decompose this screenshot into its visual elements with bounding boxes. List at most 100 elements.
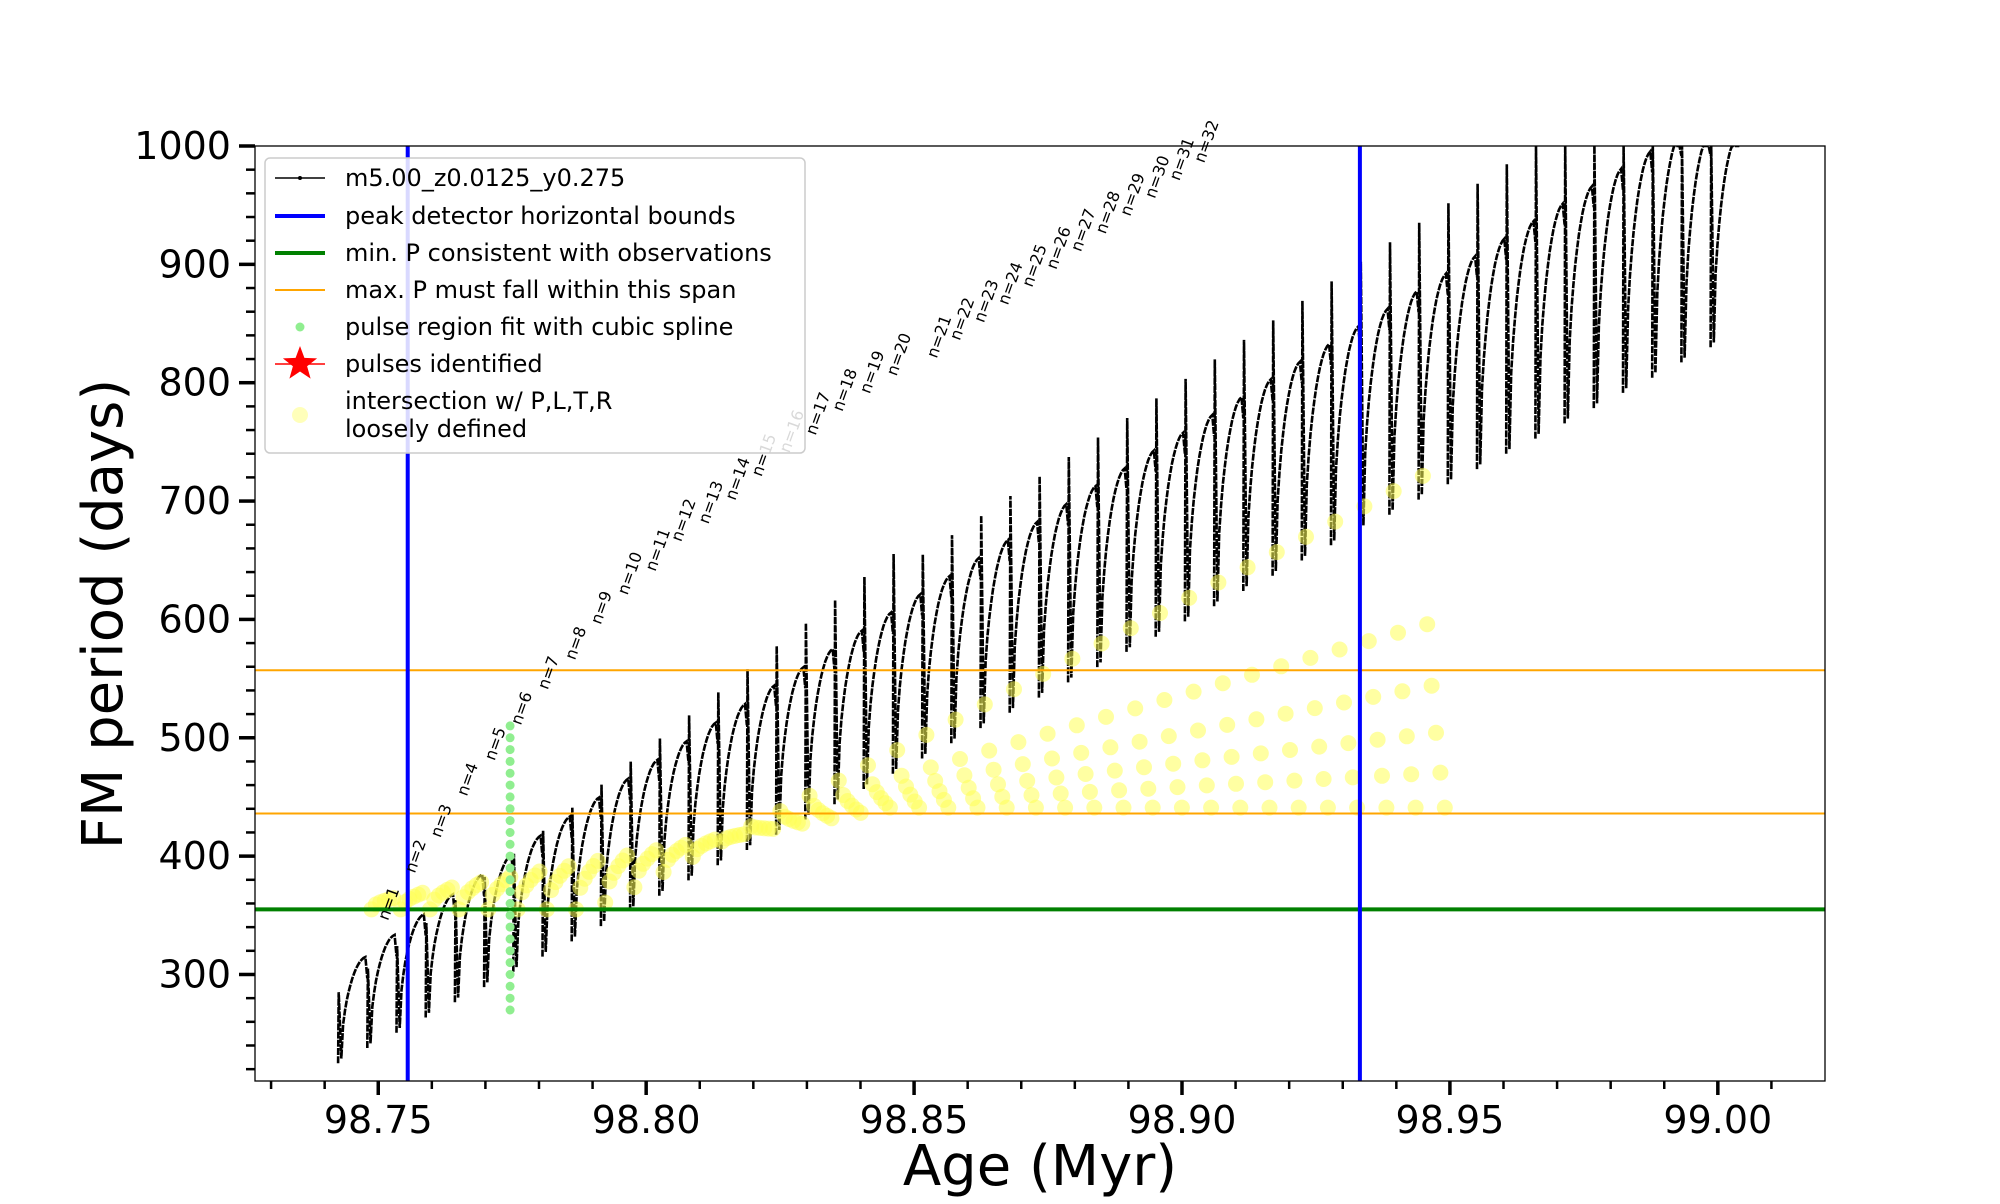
pulse-segment [1358,261,1391,531]
intersection-marker [990,776,1006,793]
intersection-marker [655,864,672,880]
pulse-segment [336,954,369,1064]
intersection-marker [589,852,606,869]
intersection-marker [1185,683,1202,700]
intersection-marker [1010,734,1027,751]
pulse-segment [366,932,398,1049]
intersection-marker [1023,787,1040,804]
pulse-segment [891,553,924,774]
spline-point [505,733,515,743]
legend-label: max. P must fall within this span [345,276,736,304]
y-tick-label: 700 [158,479,231,523]
intersection-marker [1181,589,1198,606]
pulse-segment [1417,222,1450,500]
intersection-marker [1374,767,1390,784]
intersection-marker [1414,467,1431,484]
intersection-marker [1403,766,1420,783]
intersection-marker [1194,752,1211,769]
intersection-marker [1428,724,1444,741]
pulse-segment [979,515,1011,729]
intersection-marker [1144,799,1161,816]
intersection-marker [1064,650,1081,667]
spline-point [505,981,515,991]
intersection-marker [1086,799,1103,816]
intersection-marker [648,842,665,859]
intersection-marker [947,711,964,728]
intersection-marker [1268,544,1285,561]
spline-point [505,993,515,1003]
intersection-marker [918,726,935,743]
intersection-marker [1306,700,1323,717]
intersection-marker [1106,762,1123,779]
spline-point [505,780,515,790]
intersection-marker [1127,700,1144,717]
pulse-segment [1592,146,1625,409]
spline-point [505,922,515,932]
intersection-marker [1390,624,1406,641]
star-icon [282,346,318,379]
intersection-marker [1398,728,1415,745]
intersection-marker [765,820,782,837]
intersection-marker [952,751,968,767]
spline-point [505,721,515,731]
spline-point [505,863,515,873]
spline-point [505,839,515,849]
legend-label: intersection w/ P,L,T,R [345,387,612,415]
x-tick-label: 98.95 [1396,1098,1505,1142]
pulse-segment [1125,417,1157,652]
intersection-marker [911,799,928,816]
axes-layer: 98.75 98.80 98.85 98.90 98.95 99.00 300 400 500 6… [134,124,1773,1142]
pulse-segment [1037,476,1070,698]
intersection-marker [597,894,614,911]
intersection-marker [1214,675,1231,692]
intersection-marker [1019,772,1036,789]
legend-handle-intersection [292,407,308,423]
intersection-marker [1423,677,1440,694]
pulse-segment [1621,146,1654,393]
spline-point [505,1005,515,1015]
spline-point [505,756,515,766]
x-tick-label: 99.00 [1663,1098,1772,1142]
intersection-marker [1160,728,1177,745]
pulse-segment [1242,339,1274,592]
legend-label: m5.00_z0.0125_y0.275 [345,164,625,192]
spline-point [505,804,515,814]
intersection-marker [1198,777,1215,794]
intersection-marker [998,799,1015,816]
intersection-marker [1068,717,1085,734]
legend-box [264,157,806,454]
pulse-segment [1650,146,1683,378]
pulse-segment [599,776,632,927]
pulse-segment [862,576,895,790]
intersection-marker [1286,772,1303,789]
intersection-marker [1340,735,1357,752]
spline-point [505,887,515,897]
pulse-segment [1300,300,1333,561]
intersection-marker [619,847,636,864]
intersection-marker [414,884,431,901]
pulse-segment [687,715,719,881]
spline-point [505,816,515,826]
intersection-marker [1344,769,1361,786]
intersection-marker [443,879,460,896]
intersection-marker [473,874,490,891]
intersection-marker [1122,620,1139,637]
pulse-segment [950,535,982,744]
intersection-marker [531,863,548,880]
intersection-marker [1319,799,1336,816]
intersection-marker [981,742,998,759]
pulse-segment [1271,320,1304,576]
intersection-marker [1169,779,1186,796]
pulse-segment [804,623,836,820]
intersection-marker [881,799,898,816]
pulse-segment [1066,456,1099,683]
intersection-marker [1190,722,1206,739]
intersection-marker [1365,688,1382,705]
intersection-marker [940,799,957,816]
pulse-segment [1709,146,1740,348]
intersection-marker [1039,725,1056,742]
y-tick-label: 500 [158,716,231,760]
intersection-marker [922,759,939,776]
